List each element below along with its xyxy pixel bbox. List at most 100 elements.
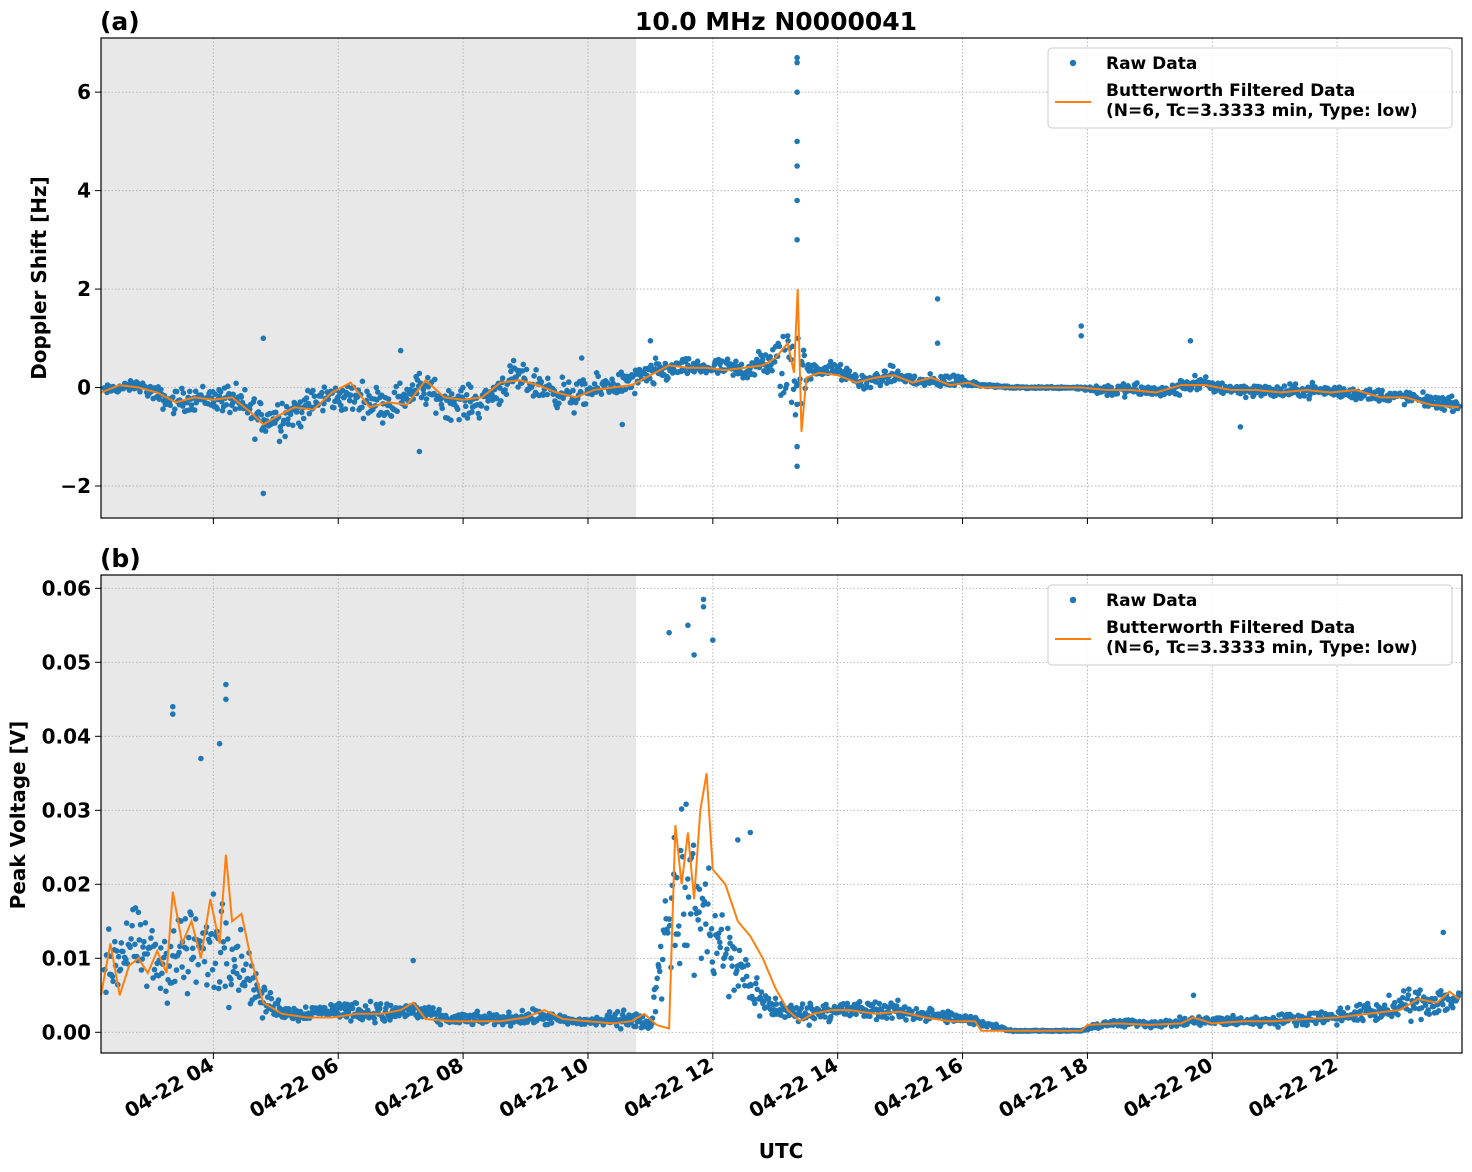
raw-data-point [848,1011,855,1017]
raw-data-point [189,945,196,952]
raw-data-point [204,982,210,988]
panel-a-legend-box [1047,47,1453,129]
raw-data-point [1203,374,1209,380]
legend-line: Butterworth Filtered Data [1106,618,1355,638]
raw-data-point [783,381,790,388]
y-tick-label: 4 [77,179,91,203]
raw-data-point [727,934,733,941]
raw-data-point [658,996,665,1002]
raw-data-point [273,409,279,416]
raw-data-point [687,911,694,917]
raw-data-point [1411,1005,1418,1011]
raw-data-point [598,391,605,398]
raw-data-point [657,943,664,950]
raw-data-point [724,356,731,363]
raw-data-point [754,975,760,981]
raw-data-point [377,1001,384,1007]
raw-data-point [1134,380,1140,386]
x-axis-label: UTC [759,1139,804,1163]
raw-data-point [275,997,282,1003]
raw-data-point [676,923,682,929]
raw-data-point [884,380,890,387]
raw-data-point [420,386,427,393]
raw-data-point [1417,987,1423,993]
raw-data-point [360,415,367,422]
raw-data-point [729,963,735,969]
raw-data-outlier [260,490,267,497]
raw-data-outlier [1190,992,1197,999]
raw-data-point [665,375,671,381]
raw-data-point [743,973,750,980]
raw-data-point [723,951,729,957]
raw-data-point [372,1019,378,1026]
x-tick-label: 04-22 06 [245,1053,343,1123]
raw-data-point [620,1007,627,1013]
raw-data-point [217,389,224,395]
raw-data-point [497,385,503,391]
raw-data-point [531,373,537,379]
raw-data-point [683,801,689,807]
raw-data-point [129,922,135,929]
raw-data-point [1219,380,1225,387]
raw-data-point [771,1007,778,1013]
raw-data-point [889,1015,895,1021]
raw-data-point [853,373,859,380]
raw-data-point [290,422,296,429]
y-tick-label: 2 [77,277,91,301]
raw-data-point [223,961,230,967]
raw-data-point [183,945,190,952]
raw-data-point [502,387,508,393]
raw-data-point [425,374,431,381]
raw-data-point [726,993,732,1000]
raw-data-point [768,362,774,368]
raw-data-outlier [397,347,404,354]
raw-data-point [1379,387,1385,394]
raw-data-outlier [619,421,626,428]
raw-data-point [606,1009,613,1015]
raw-data-point [362,1003,369,1009]
raw-data-point [1408,1018,1414,1025]
raw-data-point [475,410,482,417]
raw-data-point [136,937,143,943]
raw-data-point [911,373,918,380]
raw-data-point [1196,385,1203,391]
raw-data-point [1420,389,1426,395]
raw-data-point [595,373,601,380]
raw-data-point [707,932,714,939]
raw-data-point [751,372,758,378]
raw-data-point [903,1017,909,1023]
raw-data-point [144,951,151,957]
raw-data-point [506,1009,512,1015]
raw-data-outlier [170,711,176,717]
raw-data-point [1381,1002,1388,1008]
raw-data-point [1161,391,1167,398]
y-tick-label: 0.04 [42,724,91,748]
raw-data-point [185,968,191,975]
raw-data-point [209,967,216,973]
raw-data-point [927,371,933,377]
raw-data-point [1444,1006,1450,1012]
raw-data-point [377,1005,383,1012]
raw-data-point [856,998,863,1005]
raw-data-point [273,1012,280,1018]
raw-data-point [1309,379,1316,386]
raw-data-outlier [794,138,800,145]
raw-data-point [192,916,199,922]
raw-data-point [181,974,187,981]
raw-data-point [672,942,678,949]
raw-data-point [652,355,659,362]
raw-data-point [456,416,462,423]
raw-data-point [421,391,427,397]
y-tick-label: 0.03 [42,798,91,822]
raw-data-point [913,1005,920,1012]
raw-data-point [684,370,691,377]
raw-data-point [876,1000,883,1007]
raw-data-point [614,1008,621,1015]
raw-data-point [342,406,349,412]
raw-data-point [212,960,219,967]
raw-data-outlier [1078,333,1084,339]
raw-data-point [493,395,500,402]
raw-data-point [665,930,671,936]
y-tick-label: 0.00 [42,1020,91,1044]
